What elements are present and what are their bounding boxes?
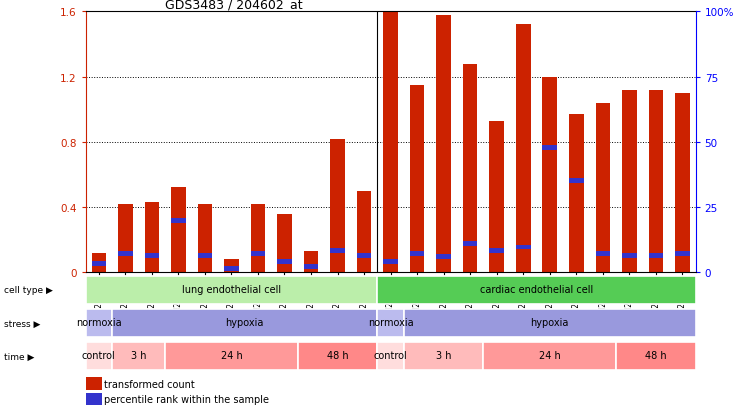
- Bar: [112, 309, 377, 337]
- Bar: [224, 266, 239, 271]
- Bar: [198, 253, 212, 258]
- Text: hypoxia: hypoxia: [225, 318, 264, 328]
- Bar: [377, 276, 696, 304]
- Bar: [278, 260, 292, 264]
- Bar: [516, 245, 530, 250]
- Bar: [86, 342, 112, 370]
- Bar: [92, 253, 106, 273]
- Text: 48 h: 48 h: [327, 351, 348, 361]
- Bar: [542, 78, 557, 273]
- Bar: [165, 342, 298, 370]
- Bar: [198, 204, 212, 273]
- Bar: [490, 248, 504, 253]
- Bar: [171, 188, 186, 273]
- Bar: [298, 342, 377, 370]
- Bar: [304, 264, 318, 269]
- Bar: [251, 204, 266, 273]
- Bar: [410, 252, 424, 256]
- Bar: [86, 377, 102, 389]
- Text: 24 h: 24 h: [539, 351, 561, 361]
- Bar: [569, 115, 583, 273]
- Text: lung endothelial cell: lung endothelial cell: [182, 285, 281, 294]
- Bar: [278, 214, 292, 273]
- Text: 24 h: 24 h: [220, 351, 243, 361]
- Text: transformed count: transformed count: [104, 379, 195, 389]
- Bar: [118, 252, 132, 256]
- Bar: [383, 12, 398, 273]
- Bar: [304, 252, 318, 273]
- Bar: [383, 260, 398, 264]
- Bar: [144, 253, 159, 258]
- Bar: [92, 261, 106, 266]
- Bar: [118, 204, 132, 273]
- Bar: [357, 191, 371, 273]
- Bar: [410, 85, 424, 273]
- Text: stress ▶: stress ▶: [4, 319, 40, 328]
- Text: normoxia: normoxia: [368, 318, 414, 328]
- Bar: [622, 253, 637, 258]
- Bar: [377, 342, 404, 370]
- Bar: [330, 248, 345, 253]
- Bar: [404, 342, 484, 370]
- Text: GDS3483 / 204602_at: GDS3483 / 204602_at: [165, 0, 303, 11]
- Bar: [622, 90, 637, 273]
- Text: control: control: [373, 351, 408, 361]
- Bar: [86, 393, 102, 406]
- Text: cell type ▶: cell type ▶: [4, 286, 53, 294]
- Text: time ▶: time ▶: [4, 352, 34, 361]
- Bar: [463, 242, 478, 247]
- Bar: [569, 178, 583, 183]
- Bar: [595, 104, 610, 273]
- Bar: [357, 253, 371, 258]
- Bar: [377, 309, 404, 337]
- Bar: [436, 16, 451, 273]
- Text: percentile rank within the sample: percentile rank within the sample: [104, 394, 269, 404]
- Bar: [224, 260, 239, 273]
- Text: 3 h: 3 h: [131, 351, 147, 361]
- Bar: [484, 342, 616, 370]
- Bar: [542, 146, 557, 151]
- Text: normoxia: normoxia: [76, 318, 121, 328]
- Bar: [144, 203, 159, 273]
- Bar: [330, 139, 345, 273]
- Bar: [404, 309, 696, 337]
- Bar: [112, 342, 165, 370]
- Text: control: control: [82, 351, 116, 361]
- Bar: [86, 309, 112, 337]
- Bar: [251, 252, 266, 256]
- Bar: [516, 26, 530, 273]
- Bar: [649, 90, 663, 273]
- Bar: [616, 342, 696, 370]
- Text: 48 h: 48 h: [645, 351, 667, 361]
- Text: 3 h: 3 h: [436, 351, 452, 361]
- Bar: [490, 121, 504, 273]
- Bar: [649, 253, 663, 258]
- Bar: [463, 64, 478, 273]
- Text: hypoxia: hypoxia: [530, 318, 569, 328]
- Bar: [675, 252, 690, 256]
- Bar: [675, 94, 690, 273]
- Bar: [171, 219, 186, 224]
- Bar: [86, 276, 377, 304]
- Bar: [595, 252, 610, 256]
- Bar: [436, 255, 451, 260]
- Text: cardiac endothelial cell: cardiac endothelial cell: [480, 285, 593, 294]
